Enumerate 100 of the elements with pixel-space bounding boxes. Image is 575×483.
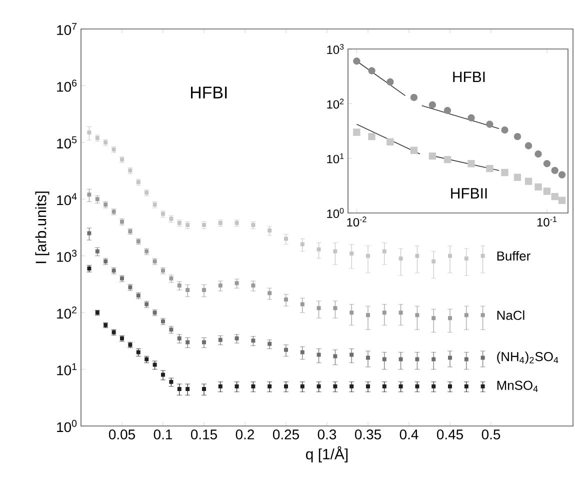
point [333,354,338,358]
point [432,316,436,320]
y-tick-label: 10$^{3}$ [57,250,77,262]
point [366,384,370,388]
point [268,291,272,296]
point [366,254,370,258]
y-axis-title: I [arb.units] [35,192,50,264]
series-label: NaCl [497,310,524,320]
x-tick-label: 0.5 [482,430,500,440]
y-tick-label: 10$^{6}$ [57,80,77,92]
x-tick-label: 10$^{-1}$ [537,216,557,226]
point [448,384,452,388]
point [350,310,354,315]
x-tick-label: 0.2 [236,430,254,440]
point [464,357,468,362]
x-axis-title: q [1/Å] [306,446,348,462]
point [398,256,403,260]
y-tick-label: 10$^{2}$ [327,98,344,109]
point [186,288,190,292]
point [432,357,436,362]
point [218,338,222,342]
point [464,384,468,388]
point [480,384,485,388]
annotation: HFBI [191,86,227,98]
point [316,384,321,388]
point [448,316,452,320]
y-tick-label: 10$^{3}$ [327,44,344,54]
point [480,313,485,318]
point [415,254,420,258]
point [300,242,304,246]
annotation: HFBII [451,188,487,198]
series-label: MnSO$_{4}$ [497,380,538,392]
point [268,384,272,388]
point [251,338,256,343]
y-tick-label: 10$^{2}$ [57,306,76,319]
point [284,298,288,302]
x-tick-label: 0.25 [272,430,299,440]
x-tick-label: 0.45 [436,430,463,440]
point [448,254,452,258]
point [316,306,321,310]
point [350,384,354,388]
y-tick-label: 10$^{0}$ [327,208,344,218]
point [186,340,190,344]
point [382,249,386,254]
point [268,228,272,232]
point [234,281,239,286]
point [87,130,92,134]
y-tick-label: 10$^{0}$ [57,420,77,432]
point [202,340,206,344]
point [218,384,222,388]
y-tick-label: 10$^{1}$ [57,363,77,376]
x-tick-label: 0.15 [190,430,217,440]
series-label: Buffer [497,251,530,261]
point [366,313,370,318]
point [251,384,256,388]
point [480,356,485,360]
x-tick-label: 0.3 [318,430,336,440]
point [87,192,92,197]
point [202,288,206,292]
point [300,384,304,388]
point [284,384,288,388]
point [87,231,92,236]
point [202,386,206,391]
point [415,313,420,318]
point [382,384,386,388]
x-tick-label: 0.4 [400,430,418,440]
y-tick-label: 10$^{7}$ [57,22,76,36]
point [333,384,338,388]
y-tick-label: 10$^{1}$ [327,153,344,164]
point [366,356,370,360]
point [398,384,403,388]
y-tick-label: 10$^{5}$ [57,136,77,148]
point [218,284,222,288]
point [480,254,485,258]
point [177,386,182,391]
point [186,386,190,391]
point [284,236,288,241]
x-tick-label: 0.1 [154,430,172,440]
point [251,284,256,288]
point [161,372,165,377]
point [398,310,403,315]
point [300,350,304,354]
point [464,256,468,260]
point [300,302,304,306]
point [448,356,452,360]
point [398,357,403,362]
point [415,384,420,388]
point [234,384,239,388]
annotation: HFBI [453,72,485,82]
point [432,384,436,388]
x-tick-label: 10$^{-2}$ [347,216,366,227]
point [382,357,386,362]
point [464,313,468,318]
point [382,310,386,315]
x-tick-label: 0.35 [354,430,381,440]
series-label: (NH$_{4}$)$_{2}$SO$_{4}$ [497,352,558,364]
y-tick-label: 10$^{4}$ [57,193,77,206]
point [316,352,321,357]
point [415,357,420,362]
point [432,259,436,264]
